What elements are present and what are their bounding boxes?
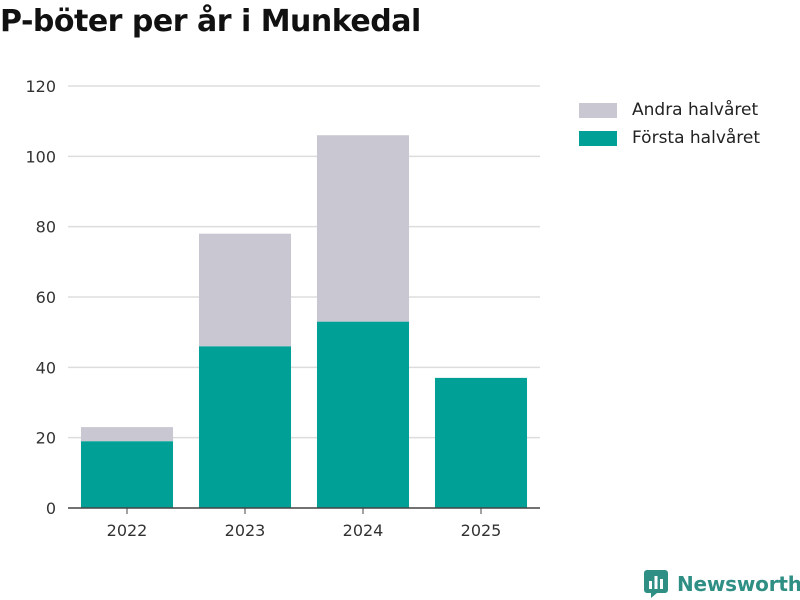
legend-item-forsta[interactable]: Första halvåret xyxy=(579,124,760,152)
newsworthy-logo-icon xyxy=(644,570,668,598)
x-tick-label: 2023 xyxy=(225,521,266,540)
x-tick-label: 2025 xyxy=(461,521,502,540)
x-tick-label: 2022 xyxy=(107,521,148,540)
chart-title: P-böter per år i Munkedal xyxy=(0,4,421,39)
bar-2022-andra[interactable] xyxy=(80,427,174,442)
bar-2025-forsta[interactable] xyxy=(434,377,528,508)
bar-2022-forsta[interactable] xyxy=(80,441,174,508)
y-tick-label: 0 xyxy=(46,499,56,518)
x-tick-label: 2024 xyxy=(343,521,384,540)
bar-2024-forsta[interactable] xyxy=(316,321,410,508)
y-tick-label: 40 xyxy=(36,358,56,377)
newsworthy-logo-text: Newsworthy xyxy=(677,572,800,596)
y-tick-label: 20 xyxy=(36,429,56,448)
legend-label-andra: Andra halvåret xyxy=(632,100,759,120)
legend-label-forsta: Första halvåret xyxy=(632,128,761,148)
x-axis: 2022 2023 2024 2025 xyxy=(68,507,540,540)
legend: Andra halvåret Första halvåret xyxy=(579,96,760,152)
bars xyxy=(80,135,528,508)
bar-2023-andra[interactable] xyxy=(198,233,292,347)
y-tick-label: 100 xyxy=(25,147,56,166)
y-tick-label: 120 xyxy=(25,77,56,96)
bar-2023-forsta[interactable] xyxy=(198,346,292,508)
bar-2024-andra[interactable] xyxy=(316,135,410,322)
y-tick-label: 80 xyxy=(36,218,56,237)
legend-item-andra[interactable]: Andra halvåret xyxy=(579,96,760,124)
legend-swatch-andra xyxy=(579,102,617,118)
y-tick-label: 60 xyxy=(36,288,56,307)
legend-swatch-forsta xyxy=(579,130,617,146)
y-axis-ticks: 0 20 40 60 80 100 120 xyxy=(25,77,56,518)
newsworthy-logo: Newsworthy xyxy=(644,570,800,598)
